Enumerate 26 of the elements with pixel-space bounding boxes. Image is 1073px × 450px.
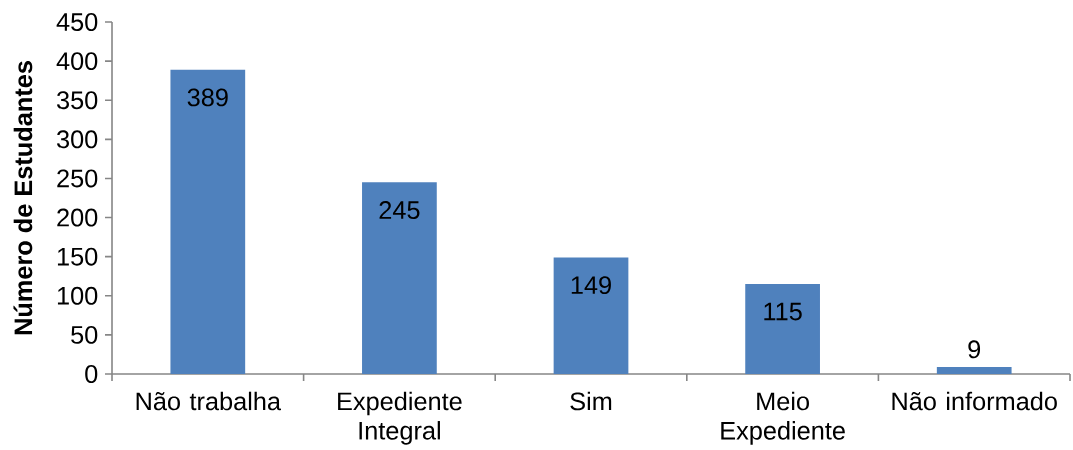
bar (170, 69, 246, 374)
data-label: 245 (379, 201, 420, 220)
data-label: 9 (968, 340, 981, 359)
y-tick-label: 300 (56, 130, 98, 149)
y-axis-title: Número de Estudantes (13, 61, 33, 335)
data-label: 115 (764, 302, 802, 321)
bar (362, 182, 437, 374)
y-tick-label: 50 (71, 325, 98, 344)
x-tick-label: Sim (570, 391, 612, 411)
y-tick-label: 350 (56, 91, 98, 110)
bar (745, 284, 820, 374)
data-label: 389 (187, 88, 228, 107)
y-tick-label: 150 (57, 247, 98, 266)
y-tick-label: 200 (57, 208, 98, 227)
x-tick-label: Meio Expediente (721, 391, 845, 445)
x-tick-label: Não informado (892, 391, 1057, 411)
bar (936, 366, 1012, 374)
y-tick-label: 250 (57, 169, 98, 188)
y-tick-label: 450 (56, 13, 98, 31)
y-tick-label: 400 (56, 52, 98, 71)
x-tick-label: Expediente Integral (338, 391, 462, 445)
y-tick-label: 100 (57, 286, 98, 305)
x-tick-label: Não trabalha (136, 391, 282, 411)
data-label: 149 (571, 276, 611, 295)
bar (553, 257, 629, 374)
y-tick-label: 0 (85, 365, 98, 383)
